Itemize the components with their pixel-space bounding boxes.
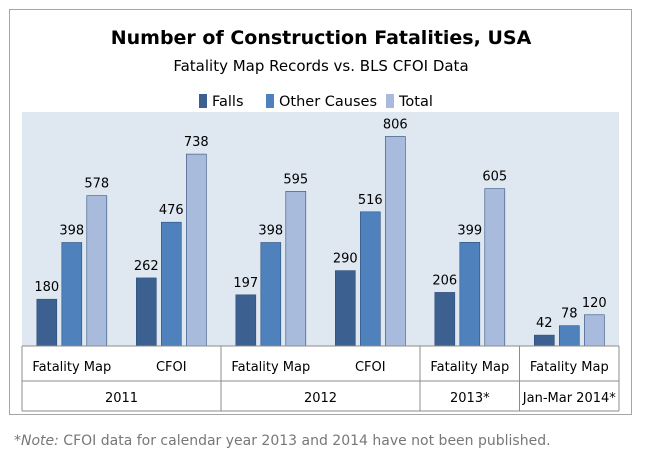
bar-total [86,195,108,347]
x-axis: Fatality Map CFOI Fatality Map CFOI Fatality… [21,345,620,412]
footnote: *Note: CFOI data for calendar year 2013 … [14,433,551,449]
data-label: 398 [258,224,283,239]
data-label: 206 [432,273,457,288]
chart-subtitle: Fatality Map Records vs. BLS CFOI Data [173,57,468,75]
data-label: 180 [34,280,59,295]
bar-falls [434,292,456,347]
data-label: 290 [333,252,358,267]
bars [36,136,605,347]
data-label: 42 [536,316,553,331]
category-tick-label: CFOI [156,360,187,375]
legend-item-other-causes: Other Causes [266,94,377,110]
bar-falls [334,270,356,347]
bar-other-causes [359,211,381,347]
group-tick-label: 2013* [450,391,490,406]
footnote-prefix: *Note: [14,433,59,449]
bar-other-causes [260,242,282,347]
plot-area [22,112,619,346]
group-tick-label: 2012 [304,391,337,406]
legend-label: Falls [212,94,244,110]
category-tick-label: Fatality Map [32,360,111,375]
legend-swatch [386,94,394,108]
category-tick-label: Fatality Map [430,360,509,375]
group-tick-label: Jan-Mar 2014* [522,391,616,406]
data-label: 578 [84,177,109,192]
category-tick-label: Fatality Map [231,360,310,375]
bar-falls [235,294,257,347]
bar-falls [533,334,555,347]
category-tick-label: CFOI [355,360,386,375]
legend-swatch [266,94,274,108]
bar-other-causes [558,325,580,347]
data-label: 595 [283,172,308,187]
bar-other-causes [459,242,481,347]
data-label: 197 [233,276,258,291]
legend: Falls Other Causes Total [199,94,433,110]
data-label: 605 [482,170,507,185]
data-label: 78 [561,307,578,322]
bar-falls [36,298,58,347]
legend-item-total: Total [386,94,433,110]
bar-total [186,153,207,347]
legend-item-falls: Falls [199,94,244,110]
footnote-text: CFOI data for calendar year 2013 and 201… [58,433,551,449]
category-tick-label: Fatality Map [530,360,609,375]
data-label: 398 [59,224,84,239]
bar-total [583,314,605,347]
data-label: 806 [383,117,408,132]
data-labels: 180 398 578 262 476 738 197 398 595 290 516 806 206 3… [34,117,606,331]
bar-total [285,191,307,347]
legend-label: Other Causes [279,94,377,110]
legend-label: Total [398,94,433,110]
data-label: 399 [457,223,482,238]
bar-total [484,188,506,347]
data-label: 120 [582,296,607,311]
data-label: 738 [184,135,209,150]
data-label: 516 [358,193,383,208]
bar-total [384,136,406,347]
data-label: 262 [134,259,159,274]
legend-swatch [199,94,207,108]
group-tick-label: 2011 [105,391,138,406]
chart-title: Number of Construction Fatalities, USA [111,27,532,49]
bar-other-causes [161,221,182,347]
data-label: 476 [159,203,184,218]
bar-falls [136,277,157,347]
bar-other-causes [61,242,83,347]
